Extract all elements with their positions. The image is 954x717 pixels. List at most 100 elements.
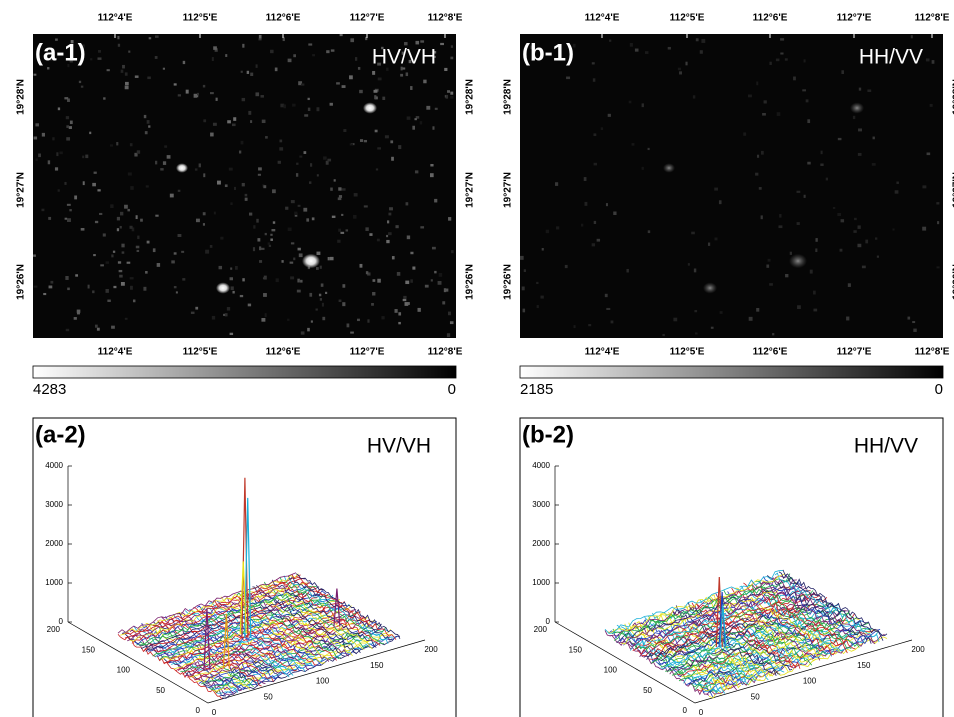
speckle-dot: [449, 321, 454, 325]
speckle-dot: [65, 275, 69, 280]
speckle-dot: [202, 223, 206, 226]
mesh-line: [117, 634, 223, 700]
speckle-dot: [837, 137, 842, 141]
speckle-dot: [105, 261, 110, 264]
speckle-dot: [215, 97, 218, 101]
speckle-dot: [450, 56, 454, 60]
speckle: [520, 35, 940, 337]
speckle-dot: [778, 225, 783, 229]
speckle-dot: [763, 100, 767, 104]
speckle-dot: [588, 324, 592, 327]
speckle-dot: [140, 218, 143, 222]
mesh-line: [613, 576, 793, 641]
speckle-dot: [913, 328, 917, 332]
speckle-dot: [874, 237, 878, 240]
speckle-dot: [67, 287, 70, 291]
speckle-dot: [182, 278, 186, 281]
speckle-dot: [241, 182, 245, 187]
speckle-dot: [610, 320, 614, 324]
lat-tick-left: 19°28'N: [503, 79, 514, 115]
speckle-dot: [564, 264, 568, 269]
speckle-dot: [111, 254, 114, 258]
speckle-dot: [832, 206, 836, 209]
speckle-dot: [910, 35, 913, 39]
speckle-dot: [390, 140, 394, 144]
speckle-dot: [76, 310, 80, 315]
speckle-dot: [434, 270, 437, 274]
speckle-dot: [400, 66, 403, 71]
lon-tick-top: 112°8'E: [428, 13, 463, 24]
speckle-dot: [556, 226, 560, 230]
speckle-dot: [386, 234, 389, 238]
speckle-dot: [285, 206, 289, 210]
speckle-dot: [124, 317, 128, 320]
speckle-dot: [300, 279, 303, 283]
speckle-dot: [255, 92, 260, 97]
y-tick-label: 0: [196, 706, 201, 715]
speckle-dot: [400, 73, 404, 77]
speckle-dot: [412, 125, 416, 130]
speckle-dot: [287, 318, 290, 321]
speckle-dot: [718, 200, 722, 205]
speckle-dot: [202, 84, 206, 88]
speckle-dot: [841, 70, 844, 75]
speckle-dot: [710, 326, 714, 329]
speckle-dot: [93, 254, 96, 257]
speckle-dot: [238, 150, 242, 154]
spike: [333, 588, 341, 627]
lon-tick-bottom: 112°7'E: [350, 347, 385, 358]
speckle-dot: [220, 236, 224, 240]
speckle-dot: [867, 89, 872, 92]
lat-tick-left: 19°26'N: [16, 264, 27, 300]
lon-tick-top: 112°8'E: [915, 13, 950, 24]
speckle-dot: [847, 283, 851, 287]
speckle-dot: [522, 308, 526, 313]
speckle-dot: [69, 120, 73, 125]
speckle-dot: [330, 49, 335, 52]
speckle-dot: [929, 103, 933, 107]
speckle-dot: [307, 107, 311, 112]
speckle-dot: [319, 265, 322, 269]
speckle-dot: [112, 250, 116, 253]
speckle-dot: [119, 274, 123, 278]
speckle-dot: [121, 251, 125, 254]
colorbar: [519, 365, 944, 379]
speckle-dot: [342, 284, 346, 288]
x-tick-label: 200: [911, 645, 925, 654]
speckle-dot: [98, 49, 101, 53]
speckle-dot: [48, 216, 52, 220]
speckle-dot: [298, 81, 303, 86]
speckle-dot: [195, 218, 200, 223]
panel-label: (a-2): [35, 421, 86, 448]
speckle-dot: [69, 209, 72, 212]
speckle-dot: [279, 139, 283, 143]
speckle-dot: [446, 333, 451, 337]
speckle-dot: [80, 227, 85, 231]
mesh-line: [624, 623, 730, 691]
speckle-dot: [257, 238, 261, 242]
speckle-dot: [865, 239, 869, 244]
mesh-line: [177, 612, 282, 679]
speckle-dot: [540, 295, 544, 299]
lon-tick-bottom: 112°4'E: [585, 347, 620, 358]
speckle-dot: [94, 220, 99, 224]
speckle-dot: [583, 177, 587, 181]
speckle-dot: [384, 135, 389, 139]
speckle-dot: [555, 182, 559, 186]
speckle-dot: [106, 69, 110, 72]
speckle-dot: [272, 221, 276, 224]
speckle-dot: [825, 177, 829, 181]
mesh-line: [124, 578, 303, 639]
speckle-dot: [73, 317, 77, 320]
speckle-dot: [116, 228, 120, 232]
speckle-dot: [699, 50, 703, 54]
speckle-dot: [70, 40, 74, 44]
speckle-dot: [303, 207, 308, 212]
speckle-dot: [38, 153, 41, 158]
panel-label: (a-1): [35, 39, 86, 66]
speckle-dot: [294, 211, 298, 216]
mesh-line: [220, 596, 325, 664]
speckle-dot: [363, 205, 368, 208]
z-tick-label: 3000: [45, 500, 63, 509]
speckle-dot: [375, 168, 379, 171]
